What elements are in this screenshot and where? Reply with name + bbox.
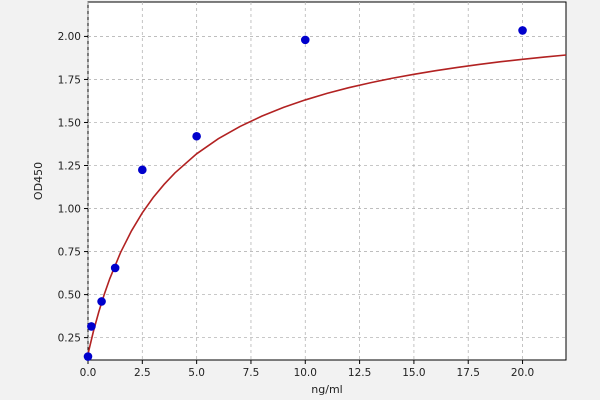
- x-tick-label: 12.5: [348, 367, 371, 379]
- x-axis-label: ng/ml: [311, 383, 342, 396]
- data-point: [518, 26, 527, 35]
- data-point: [87, 322, 96, 331]
- fit-curve: [87, 54, 567, 355]
- x-tick-label: 15.0: [402, 367, 425, 379]
- y-tick-label: 1.50: [58, 117, 81, 129]
- data-point: [83, 352, 93, 361]
- x-axis-ticks: 0.0 2.5 5.0 7.5 10.0 12.5 15.0 17.5 20.0: [80, 360, 534, 379]
- y-tick-label: 0.75: [58, 246, 81, 258]
- data-point: [97, 297, 106, 306]
- x-tick-label: 2.5: [134, 367, 151, 379]
- y-tick-label: 0.50: [58, 289, 81, 301]
- x-tick-label: 7.5: [243, 367, 260, 379]
- y-tick-label: 1.75: [58, 74, 81, 86]
- data-points: [83, 26, 527, 361]
- y-tick-label: 2.00: [58, 31, 81, 43]
- x-tick-label: 5.0: [188, 367, 205, 379]
- y-tick-label: 1.00: [58, 203, 81, 215]
- data-point: [192, 131, 201, 141]
- x-tick-label: 10.0: [294, 367, 317, 379]
- x-tick-label: 17.5: [457, 367, 480, 379]
- y-tick-label: 1.25: [58, 160, 81, 172]
- x-tick-label: 0.0: [80, 367, 97, 379]
- y-tick-label: 0.25: [58, 332, 81, 344]
- data-point: [300, 35, 310, 45]
- y-axis-label: OD450: [32, 162, 45, 200]
- x-tick-label: 20.0: [511, 367, 534, 379]
- data-point: [110, 263, 120, 273]
- plot-area: [87, 1, 567, 361]
- y-axis-ticks: 0.25 0.50 0.75 1.00 1.25 1.50 1.75 2.00: [58, 31, 88, 344]
- data-point: [138, 165, 147, 175]
- grid-lines: [87, 2, 566, 360]
